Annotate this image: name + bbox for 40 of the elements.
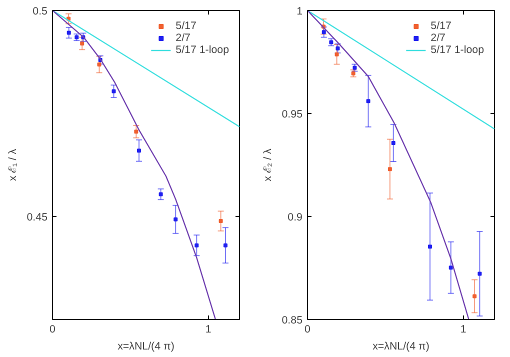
y-tick-label: 0.5	[32, 6, 48, 18]
point	[134, 130, 138, 134]
point	[158, 192, 163, 196]
point	[223, 243, 228, 248]
x-tick-label: 0	[304, 324, 311, 336]
legend-label: 5/17	[176, 20, 196, 32]
point	[194, 243, 199, 248]
point	[174, 217, 178, 222]
point	[112, 89, 116, 94]
y-tick-label: 0.85	[282, 314, 303, 326]
point	[391, 140, 396, 145]
y-tick-label: 0.95	[282, 108, 303, 120]
y-tick-label: 0.9	[288, 212, 303, 224]
legend-label: 5/17 1-loop	[176, 44, 229, 56]
point	[334, 52, 339, 56]
point	[428, 244, 432, 249]
point	[472, 294, 477, 298]
legend-label: 5/17	[430, 20, 452, 32]
x-axis-title: x=λNL/(4 π)	[372, 340, 430, 352]
point	[336, 46, 340, 50]
y-tick-label: 1	[296, 6, 303, 18]
legend-label: 5/17 1-loop	[430, 44, 484, 56]
point	[478, 272, 482, 276]
legend-label: 2/7	[430, 32, 446, 44]
point	[97, 62, 102, 66]
point	[66, 30, 71, 35]
x-tick-label: 1	[460, 324, 466, 336]
point	[136, 148, 141, 153]
y-axis-title: x ℰ₁ / λ	[6, 148, 19, 182]
point	[448, 266, 453, 270]
point	[388, 167, 392, 172]
point	[366, 99, 370, 104]
legend-label: 2/7	[176, 32, 192, 44]
x-tick-label: 1	[205, 324, 212, 336]
y-tick-label: 0.45	[26, 212, 48, 224]
x-axis-title: x=λNL/(4 π)	[118, 340, 174, 352]
y-axis-title: x ℰ₂ / λ	[262, 148, 274, 182]
point	[218, 219, 223, 224]
point	[80, 41, 84, 46]
x-tick-label: 0	[50, 324, 56, 336]
